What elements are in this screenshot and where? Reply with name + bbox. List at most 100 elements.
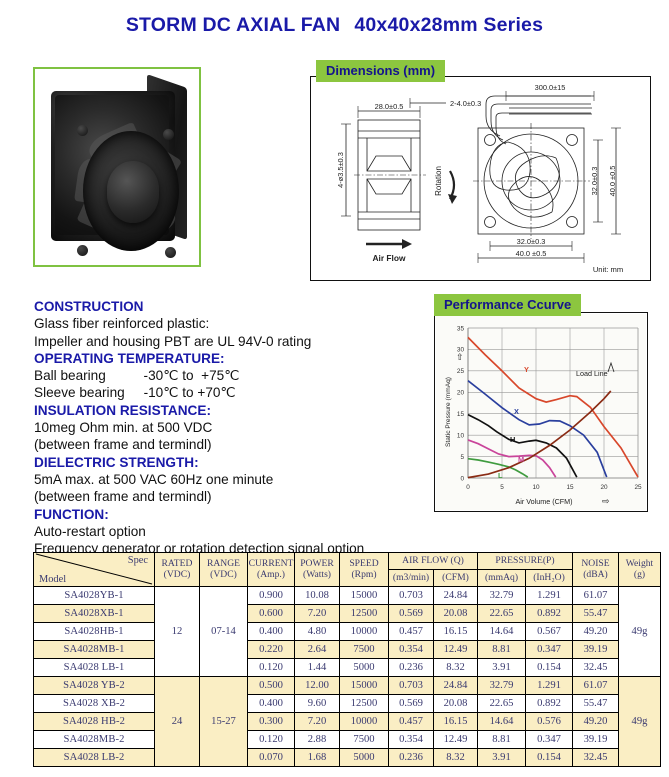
cell-current: 0.120: [247, 730, 295, 749]
chart-series-m: [467, 439, 557, 478]
col-speed-unit: (Rpm): [351, 568, 377, 580]
cell-speed: 7500: [339, 640, 389, 659]
cell-current: 0.400: [247, 622, 295, 641]
cell-p-mmaq: 22.65: [477, 604, 526, 623]
cell-q-cfm: 24.84: [433, 586, 478, 605]
cell-p-mmaq: 8.81: [477, 730, 526, 749]
cell-model: SA4028XB-1: [33, 604, 155, 623]
cell-power: 2.64: [294, 640, 340, 659]
chart-curve-label-y: Y: [524, 365, 529, 374]
chart-curve-label-load-line: Load Line: [576, 369, 608, 378]
cell-speed: 12500: [339, 694, 389, 713]
cell-weight: 49g: [618, 676, 661, 767]
cell-power: 4.80: [294, 622, 340, 641]
dimensions-drawing: 28.0±0.5 2-4.0±0.3 4-ø3.5±0.3 Air Flow R…: [336, 83, 623, 274]
cell-p-mmaq: 14.64: [477, 712, 526, 731]
cell-q-m3: 0.457: [388, 622, 434, 641]
cell-noise: 55.47: [572, 604, 619, 623]
table-row: SA4028XB-1 0.600 7.20 12500 0.569 20.08 22.65 0…: [33, 604, 661, 623]
cell-q-m3: 0.569: [388, 694, 434, 713]
chart-series-load-line: [467, 390, 612, 479]
cell-speed: 10000: [339, 622, 389, 641]
cell-speed: 15000: [339, 586, 389, 605]
air-flow-label: Air Flow: [372, 253, 406, 263]
chart-y-tick: 0: [460, 475, 464, 482]
chart-x-tick: 25: [634, 484, 642, 491]
page-title-main: STORM DC AXIAL FAN: [125, 14, 341, 36]
col-airflow-cfm: (CFM): [433, 569, 478, 587]
performance-curve-banner: Performance Ccurve: [434, 294, 582, 316]
corner-model-label: Model: [39, 574, 67, 585]
specification-text: CONSTRUCTION Glass fiber reinforced plas…: [34, 298, 434, 557]
cell-power: 7.20: [294, 604, 340, 623]
cell-model: SA4028HB-1: [33, 622, 155, 641]
cell-rated-voltage: 12: [154, 586, 200, 677]
cell-current: 0.900: [247, 586, 295, 605]
cell-p-inh2o: 0.347: [525, 730, 573, 749]
chart-y-tick: 20: [457, 390, 465, 397]
table-row: SA4028MB-2 0.120 2.88 7500 0.354 12.49 8.81 0.3…: [33, 730, 661, 749]
cell-q-cfm: 20.08: [433, 694, 478, 713]
cell-q-cfm: 8.32: [433, 748, 478, 767]
cell-speed: 15000: [339, 676, 389, 695]
cell-power: 9.60: [294, 694, 340, 713]
cell-power: 2.88: [294, 730, 340, 749]
cell-current: 0.400: [247, 694, 295, 713]
table-row: SA4028YB-1 12 07-14 0.900 10.08 15000 0.703 24.…: [33, 586, 661, 677]
table-row: SA4028HB-1 0.400 4.80 10000 0.457 16.15 14.64 0…: [33, 622, 661, 641]
dim-lead-label: 300.0±15: [535, 83, 566, 92]
chart-curve-label-m: M: [518, 455, 524, 464]
col-airflow-m3: (m3/min): [388, 569, 434, 587]
spec-heading-dielectric-strength: DIELECTRIC STRENGTH:: [34, 454, 199, 470]
col-airflow-group: AIR FLOW (Q): [388, 552, 478, 570]
col-range: RANGE (VDC): [199, 552, 248, 587]
chart-curve-label-x: X: [514, 407, 519, 416]
chart-y-tick: 15: [457, 411, 465, 418]
col-weight-title: Weight: [625, 558, 654, 569]
cell-model: SA4028YB-1: [33, 586, 155, 605]
page-title-size: 40x40x28mm Series: [354, 14, 544, 36]
dim-frame-v-label: 40.0 ±0.5: [608, 166, 617, 197]
chart-load-line-arrow-icon: [607, 361, 615, 373]
cell-p-mmaq: 14.64: [477, 622, 526, 641]
mounting-hole-icon: [163, 129, 174, 140]
col-noise: NOISE (dBA): [572, 552, 619, 587]
cell-q-m3: 0.569: [388, 604, 434, 623]
cell-current: 0.120: [247, 658, 295, 677]
chart-y-axis-label: Static Pressure (mmAq): [445, 377, 452, 447]
chart-series-l: [467, 457, 529, 478]
cell-current: 0.300: [247, 712, 295, 731]
chart-curve-label-h: H: [510, 435, 515, 444]
cell-p-inh2o: 0.154: [525, 658, 573, 677]
spec-line: Sleeve bearing -10℃ to +70℃: [34, 385, 236, 401]
chart-x-axis-label: Air Volume (CFM): [515, 497, 572, 506]
cell-q-m3: 0.457: [388, 712, 434, 731]
col-rated: RATED (VDC): [154, 552, 200, 587]
cell-noise: 32.45: [572, 658, 619, 677]
cell-noise: 32.45: [572, 748, 619, 767]
dim-flange-label: 2-4.0±0.3: [450, 99, 481, 108]
table-row: SA4028 LB-1 0.120 1.44 5000 0.236 8.32 3.91 0.1…: [33, 658, 661, 677]
rotation-label: Rotation: [434, 166, 443, 196]
chart-x-tick: 0: [466, 484, 470, 491]
cell-noise: 39.19: [572, 730, 619, 749]
cell-p-inh2o: 1.291: [525, 676, 573, 695]
col-range-title: RANGE: [206, 558, 241, 569]
table-row: SA4028 HB-2 0.300 7.20 10000 0.457 16.15 14.64…: [33, 712, 661, 731]
spec-line: Ball bearing -30℃ to +75℃: [34, 368, 240, 384]
cell-p-inh2o: 0.347: [525, 640, 573, 659]
cell-current: 0.600: [247, 604, 295, 623]
cell-weight: 49g: [618, 586, 661, 677]
dim-holes-label: 4-ø3.5±0.3: [336, 152, 345, 188]
spec-line: Glass fiber reinforced plastic:: [34, 316, 210, 332]
col-current: CURRENT (Amp.): [247, 552, 295, 587]
cell-noise: 49.20: [572, 622, 619, 641]
chart-y-tick: 30: [457, 347, 465, 354]
cell-p-inh2o: 0.567: [525, 622, 573, 641]
dimensions-panel: [310, 76, 651, 281]
spec-heading-function: FUNCTION:: [34, 506, 109, 522]
cell-noise: 39.19: [572, 640, 619, 659]
col-rated-title: RATED: [161, 558, 193, 569]
cell-noise: 61.07: [572, 586, 619, 605]
